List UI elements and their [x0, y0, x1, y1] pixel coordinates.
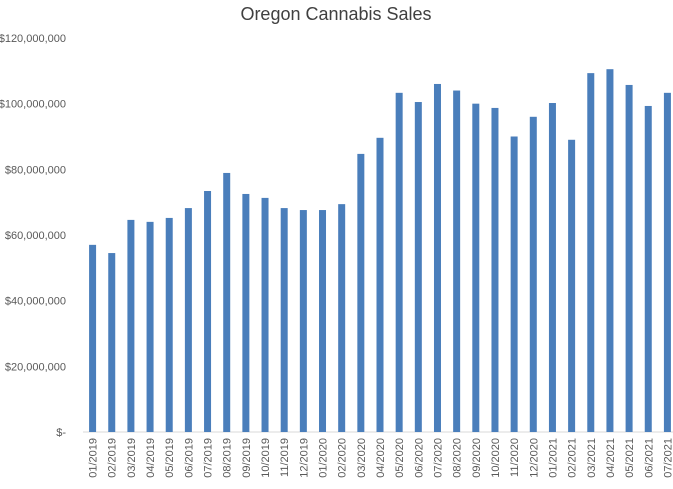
x-tick-label: 06/2019 — [183, 438, 195, 478]
bar — [127, 219, 135, 432]
bar — [261, 197, 269, 432]
x-tick-label: 08/2019 — [222, 438, 234, 478]
x-tick-label: 07/2021 — [662, 438, 673, 478]
bar — [453, 90, 461, 433]
bar — [433, 83, 441, 432]
bar — [89, 244, 97, 432]
chart-title: Oregon Cannabis Sales — [240, 4, 431, 24]
x-tick-label: 12/2020 — [528, 438, 540, 478]
bar — [319, 210, 327, 432]
x-tick-label: 05/2019 — [164, 438, 176, 478]
x-tick-label: 08/2020 — [452, 438, 464, 478]
bar — [510, 136, 518, 432]
bars — [89, 69, 671, 433]
bar — [644, 105, 652, 432]
bar — [587, 73, 595, 433]
x-tick-label: 11/2020 — [509, 438, 521, 477]
x-tick-label: 02/2020 — [337, 438, 349, 478]
y-tick-label: $40,000,000 — [5, 296, 66, 308]
x-tick-label: 05/2020 — [394, 438, 406, 478]
bar — [414, 102, 422, 433]
x-tick-label: 09/2020 — [471, 438, 483, 478]
y-tick-label: $100,000,000 — [0, 99, 66, 111]
x-tick-label: 04/2021 — [605, 438, 617, 478]
bar — [625, 84, 633, 433]
x-tick-label: 11/2019 — [279, 438, 291, 477]
bar — [108, 253, 116, 432]
bar — [529, 116, 537, 433]
y-tick-label: $20,000,000 — [5, 361, 66, 373]
bar — [548, 103, 556, 432]
bar — [242, 193, 250, 432]
x-tick-label: 04/2019 — [145, 438, 157, 478]
x-tick-label: 09/2019 — [241, 438, 253, 478]
x-tick-label: 03/2021 — [586, 438, 598, 478]
bar — [165, 217, 173, 432]
bar — [606, 69, 614, 433]
x-tick-label: 07/2020 — [432, 438, 444, 478]
bar — [395, 92, 403, 432]
y-tick-label: $120,000,000 — [0, 33, 66, 45]
bar — [280, 208, 288, 432]
bar — [491, 107, 499, 432]
y-tick-label: $60,000,000 — [5, 230, 66, 242]
y-axis: $- $20,000,000 $40,000,000 $60,000,000 $80,0… — [0, 33, 66, 439]
x-tick-label: 03/2020 — [356, 438, 368, 478]
bar — [357, 153, 365, 432]
x-tick-label: 02/2019 — [107, 438, 119, 478]
x-tick-label: 01/2019 — [88, 438, 100, 478]
bar — [223, 172, 231, 432]
x-tick-label: 03/2019 — [126, 438, 138, 478]
y-tick-label: $- — [56, 427, 66, 439]
bar — [338, 204, 346, 432]
bar — [184, 208, 192, 432]
y-tick-label: $80,000,000 — [5, 164, 66, 176]
bar — [204, 191, 212, 432]
bar — [472, 103, 480, 433]
x-tick-label: 05/2021 — [624, 438, 636, 478]
x-tick-label: 02/2021 — [567, 438, 579, 478]
x-tick-label: 01/2020 — [318, 438, 330, 478]
x-tick-label: 10/2019 — [260, 438, 272, 478]
x-tick-label: 07/2019 — [203, 438, 215, 478]
x-tick-label: 06/2021 — [643, 438, 655, 478]
bar — [299, 210, 307, 432]
x-tick-label: 04/2020 — [375, 438, 387, 478]
bar — [146, 221, 154, 432]
x-tick-label: 06/2020 — [413, 438, 425, 478]
bar — [663, 92, 671, 432]
bar — [376, 137, 384, 432]
x-tick-label: 12/2019 — [298, 438, 310, 478]
bar — [568, 139, 576, 433]
x-axis: 01/2019 02/2019 03/2019 04/2019 05/2019 06/20… — [88, 438, 673, 478]
x-tick-label: 10/2020 — [490, 438, 502, 478]
x-tick-label: 01/2021 — [547, 438, 559, 478]
